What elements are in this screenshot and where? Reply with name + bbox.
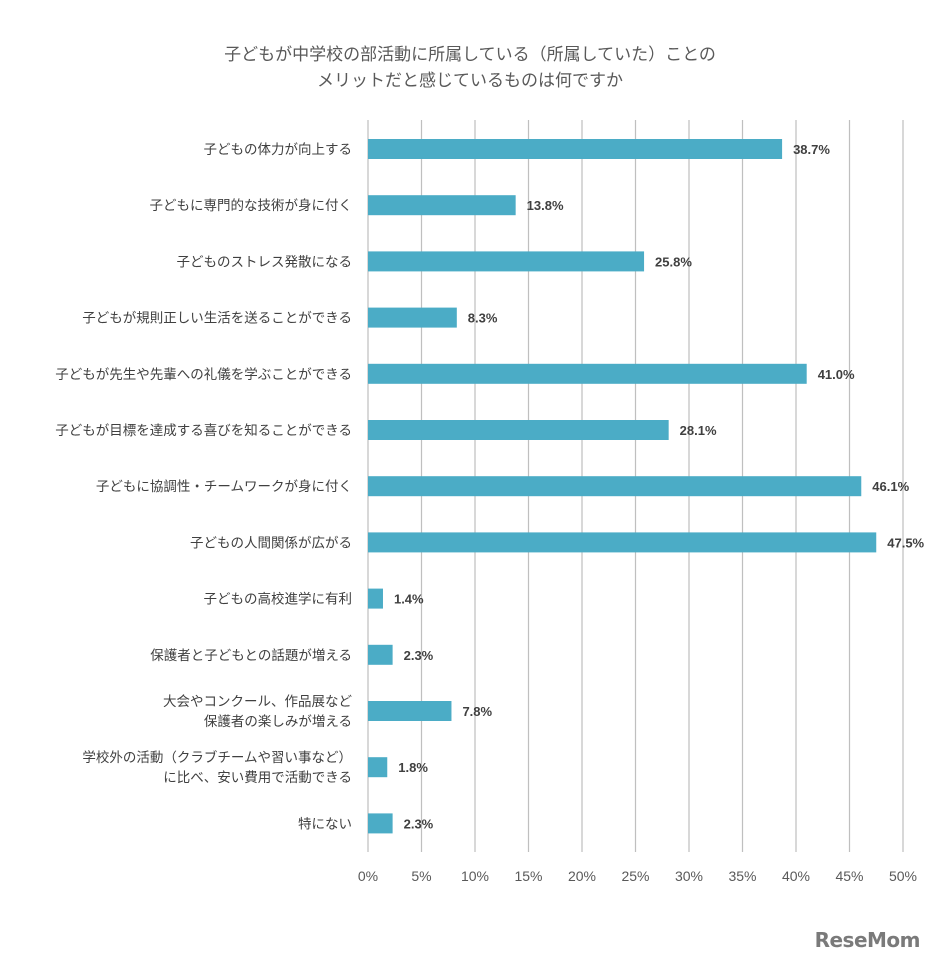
category-label: 子どもの高校進学に有利	[204, 591, 353, 608]
category-label: 保護者と子どもとの話題が増える	[150, 647, 352, 664]
category-label: 子どもに専門的な技術が身に付く	[150, 198, 353, 214]
bar	[368, 532, 877, 553]
x-tick-label: 25%	[621, 868, 649, 884]
category-label: 大会やコンクール、作品展など	[163, 694, 352, 710]
bar	[368, 139, 783, 159]
chart-title: 子どもが中学校の部活動に所属している（所属していた）ことの メリットだと感じてい…	[0, 42, 940, 94]
bar	[368, 701, 452, 721]
data-label: 1.4%	[394, 592, 424, 607]
x-tick-label: 50%	[889, 868, 917, 884]
category-label: 子どものストレス発散になる	[177, 254, 353, 270]
x-tick-label: 15%	[514, 868, 542, 884]
x-tick-label: 40%	[782, 868, 810, 884]
category-label: 子どもの人間関係が広がる	[190, 535, 352, 551]
bar	[368, 476, 862, 497]
category-label: 子どもが規則正しい生活を送ることができる	[82, 311, 352, 327]
x-tick-label: 0%	[358, 868, 378, 884]
bar	[368, 363, 807, 384]
data-label: 13.8%	[527, 198, 564, 213]
data-label: 38.7%	[793, 142, 830, 157]
data-label: 1.8%	[398, 760, 428, 775]
x-tick-label: 10%	[461, 868, 489, 884]
x-tick-label: 20%	[568, 868, 596, 884]
data-label: 25.8%	[655, 254, 692, 269]
logo-text: ReseMom	[814, 928, 921, 952]
chart-title-line-1: 子どもが中学校の部活動に所属している（所属していた）ことの	[224, 45, 716, 65]
data-label: 2.3%	[404, 648, 434, 663]
data-label: 7.8%	[462, 704, 492, 719]
bar	[368, 195, 516, 216]
category-label: 保護者の楽しみが増える	[204, 714, 352, 730]
bar	[368, 588, 383, 609]
bar	[368, 251, 645, 272]
data-label: 2.3%	[404, 816, 434, 831]
category-label: 特にない	[298, 816, 352, 832]
data-label: 47.5%	[887, 535, 924, 550]
category-label: 子どもの体力が向上する	[204, 142, 353, 158]
data-label: 41.0%	[818, 367, 855, 382]
category-label: 子どもが目標を達成する喜びを知ることができる	[55, 422, 352, 439]
bar	[368, 307, 457, 328]
data-label: 46.1%	[872, 479, 909, 494]
x-tick-label: 5%	[411, 868, 431, 884]
category-label: に比べ、安い費用で活動できる	[163, 770, 352, 786]
bar	[368, 813, 393, 834]
bar	[368, 757, 388, 778]
category-label: 子どもが先生や先輩への礼儀を学ぶことができる	[55, 367, 352, 383]
x-tick-label: 35%	[728, 868, 756, 884]
x-tick-label: 30%	[675, 868, 703, 884]
category-label: 子どもに協調性・チームワークが身に付く	[96, 479, 352, 495]
resemom-logo: ReseMom	[814, 928, 921, 952]
bar	[368, 420, 669, 440]
category-label: 学校外の活動（クラブチームや習い事など）	[82, 749, 352, 766]
x-tick-label: 45%	[835, 868, 863, 884]
data-label: 8.3%	[468, 311, 498, 326]
data-label: 28.1%	[680, 423, 717, 438]
bar	[368, 644, 393, 665]
chart-title-line-2: メリットだと感じているものは何ですか	[317, 71, 623, 91]
